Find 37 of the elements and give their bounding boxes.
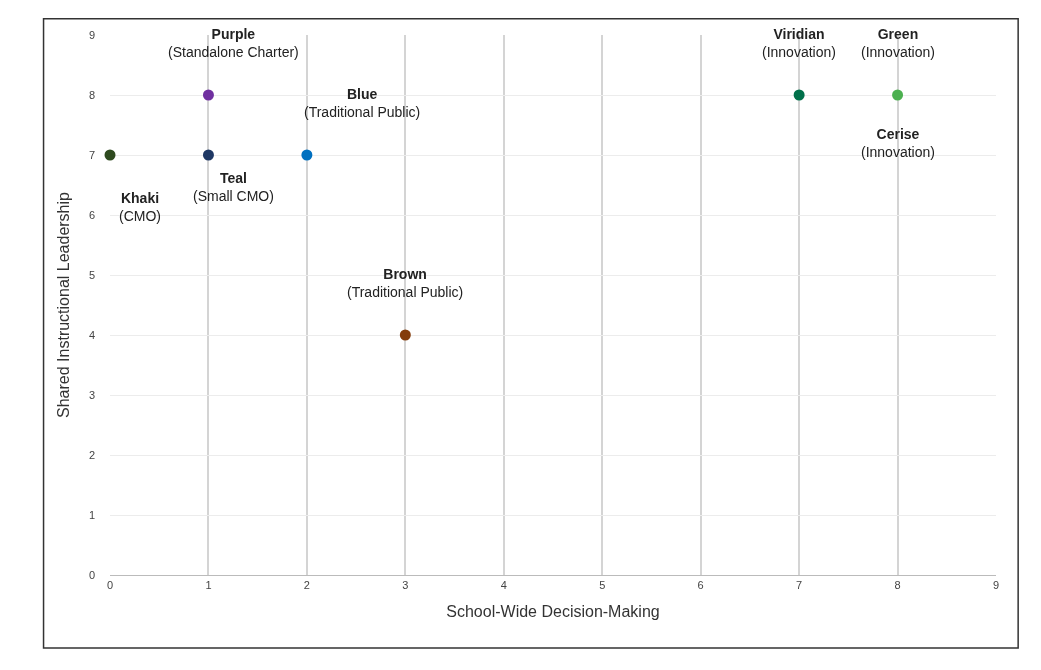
x-tick-label: 0 — [106, 579, 114, 592]
annotation: Viridian (Innovation) — [762, 26, 836, 61]
y-tick-label: 0 — [88, 568, 95, 581]
y-tick-label: 7 — [88, 148, 95, 161]
y-axis-title: Shared Instructional Leadership — [54, 191, 72, 418]
x-tick-label: 9 — [992, 579, 1000, 592]
y-tick-label: 8 — [88, 88, 95, 101]
y-tick-label: 6 — [88, 208, 95, 221]
x-axis-title: School-Wide Decision-Making — [446, 602, 660, 620]
annotation: Purple (Standalone Charter) — [168, 26, 299, 61]
y-tick-label: 9 — [88, 28, 95, 41]
y-tick-label: 3 — [88, 388, 95, 401]
x-tick-label: 6 — [697, 579, 704, 592]
point — [301, 149, 313, 161]
x-tick-label: 7 — [796, 579, 803, 592]
annotation: Blue (Traditional Public) — [304, 86, 421, 121]
point — [892, 89, 904, 101]
x-tick-label: 4 — [500, 579, 507, 592]
x-tick-label: 2 — [303, 579, 310, 592]
point — [104, 149, 116, 161]
y-tick-label: 1 — [88, 508, 95, 521]
annotation: Green (Innovation) — [861, 26, 935, 61]
point — [399, 329, 411, 341]
annotation: Brown (Traditional Public) — [347, 266, 464, 301]
annotation: Khaki (CMO) — [119, 190, 161, 225]
y-tick-label: 4 — [88, 328, 95, 341]
y-tick-label: 2 — [88, 448, 95, 461]
annotation: Cerise (Innovation) — [861, 126, 935, 161]
point — [793, 89, 805, 101]
x-tick-label: 8 — [894, 579, 901, 592]
x-tick-label: 5 — [599, 579, 606, 592]
x-tick-label: 1 — [205, 579, 212, 592]
x-tick-label: 3 — [402, 579, 409, 592]
y-tick-label: 5 — [88, 268, 95, 281]
annotation: Teal (Small CMO) — [193, 170, 274, 205]
point — [202, 149, 214, 161]
point — [202, 89, 214, 101]
